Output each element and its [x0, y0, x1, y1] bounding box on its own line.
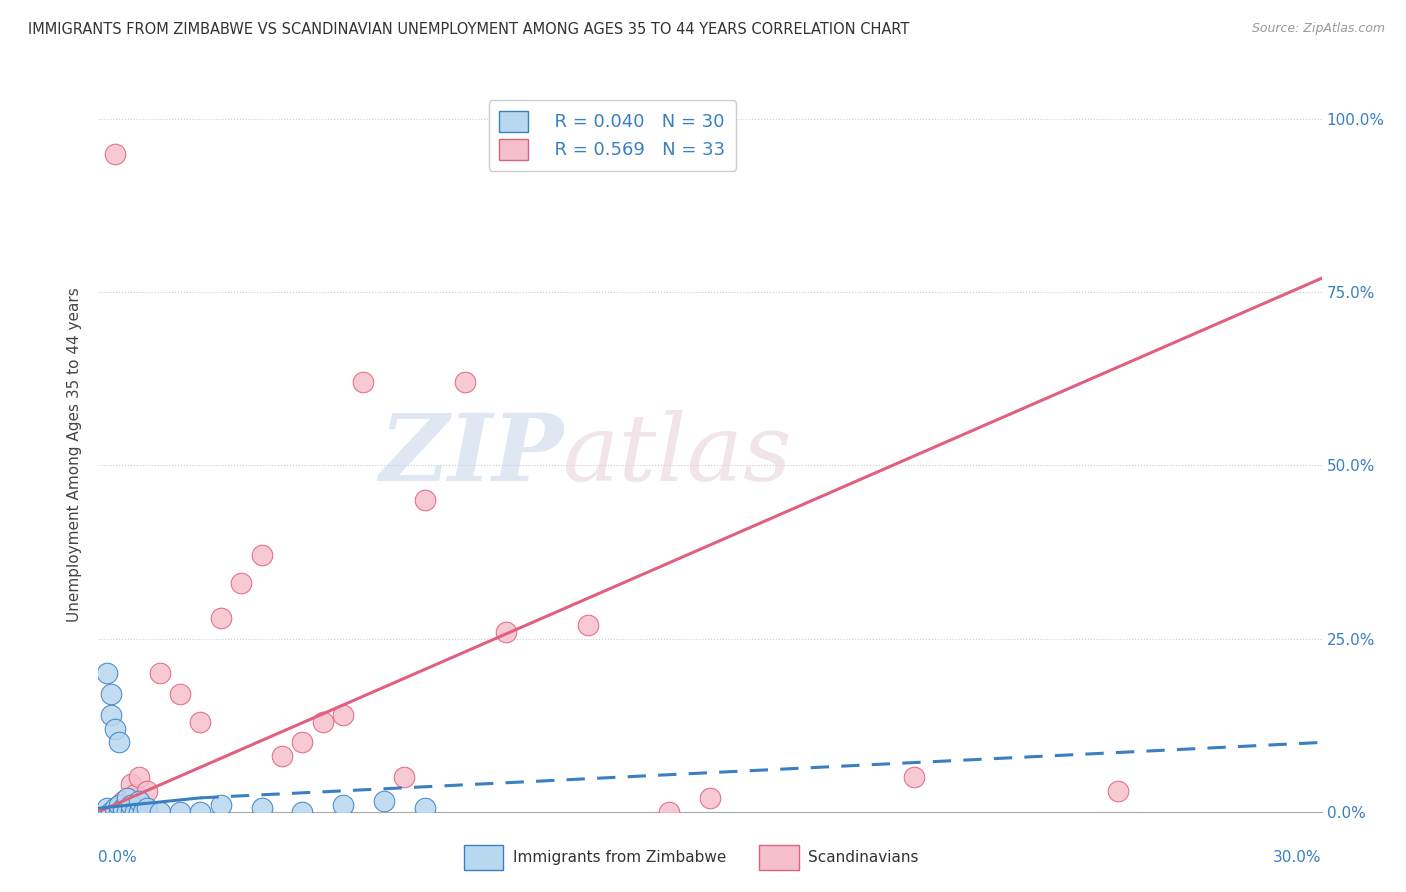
- Point: [352, 375, 374, 389]
- Point: [149, 666, 172, 681]
- Point: [104, 801, 127, 815]
- Point: [120, 790, 142, 805]
- Point: [495, 624, 517, 639]
- Point: [128, 805, 150, 819]
- Point: [111, 805, 134, 819]
- Text: atlas: atlas: [564, 410, 793, 500]
- Point: [128, 770, 150, 784]
- Text: IMMIGRANTS FROM ZIMBABWE VS SCANDINAVIAN UNEMPLOYMENT AMONG AGES 35 TO 44 YEARS : IMMIGRANTS FROM ZIMBABWE VS SCANDINAVIAN…: [28, 22, 910, 37]
- Point: [100, 687, 122, 701]
- Text: Scandinavians: Scandinavians: [808, 850, 920, 864]
- Point: [128, 794, 150, 808]
- Point: [96, 801, 118, 815]
- Point: [169, 687, 191, 701]
- Point: [373, 794, 395, 808]
- Point: [115, 805, 138, 819]
- Point: [108, 735, 131, 749]
- Point: [332, 797, 354, 812]
- Point: [111, 801, 134, 815]
- Point: [149, 805, 172, 819]
- Point: [188, 805, 212, 819]
- Point: [115, 805, 138, 819]
- Point: [100, 805, 122, 819]
- Point: [312, 714, 335, 729]
- Point: [132, 805, 155, 819]
- Point: [120, 797, 142, 812]
- Point: [291, 735, 314, 749]
- Point: [111, 805, 134, 819]
- Point: [454, 375, 477, 389]
- Text: 30.0%: 30.0%: [1274, 850, 1322, 865]
- Point: [108, 801, 131, 815]
- Point: [699, 790, 721, 805]
- Point: [413, 801, 436, 815]
- Point: [115, 790, 138, 805]
- Point: [100, 805, 122, 819]
- Point: [100, 707, 122, 722]
- Legend:   R = 0.040   N = 30,   R = 0.569   N = 33: R = 0.040 N = 30, R = 0.569 N = 33: [489, 100, 735, 170]
- Point: [332, 707, 354, 722]
- Point: [169, 805, 191, 819]
- Point: [188, 714, 212, 729]
- Point: [413, 492, 436, 507]
- Point: [209, 797, 232, 812]
- Point: [250, 549, 273, 563]
- Point: [96, 666, 118, 681]
- Point: [231, 576, 253, 591]
- Point: [108, 797, 131, 812]
- Point: [291, 805, 314, 819]
- Point: [903, 770, 925, 784]
- Point: [104, 805, 127, 819]
- Point: [250, 801, 273, 815]
- Point: [136, 784, 159, 798]
- Point: [270, 749, 294, 764]
- Y-axis label: Unemployment Among Ages 35 to 44 years: Unemployment Among Ages 35 to 44 years: [66, 287, 82, 623]
- Point: [124, 788, 146, 802]
- Point: [108, 805, 131, 819]
- Text: 0.0%: 0.0%: [98, 850, 138, 865]
- Point: [1107, 784, 1129, 798]
- Point: [576, 617, 599, 632]
- Point: [104, 146, 127, 161]
- Point: [209, 611, 232, 625]
- Point: [104, 722, 127, 736]
- Point: [392, 770, 416, 784]
- Text: Source: ZipAtlas.com: Source: ZipAtlas.com: [1251, 22, 1385, 36]
- Point: [658, 805, 681, 819]
- Point: [120, 777, 142, 791]
- Point: [108, 797, 131, 812]
- Point: [136, 801, 159, 815]
- Point: [120, 805, 142, 819]
- Text: ZIP: ZIP: [380, 410, 564, 500]
- Point: [111, 794, 134, 808]
- Text: Immigrants from Zimbabwe: Immigrants from Zimbabwe: [513, 850, 727, 864]
- Point: [124, 805, 146, 819]
